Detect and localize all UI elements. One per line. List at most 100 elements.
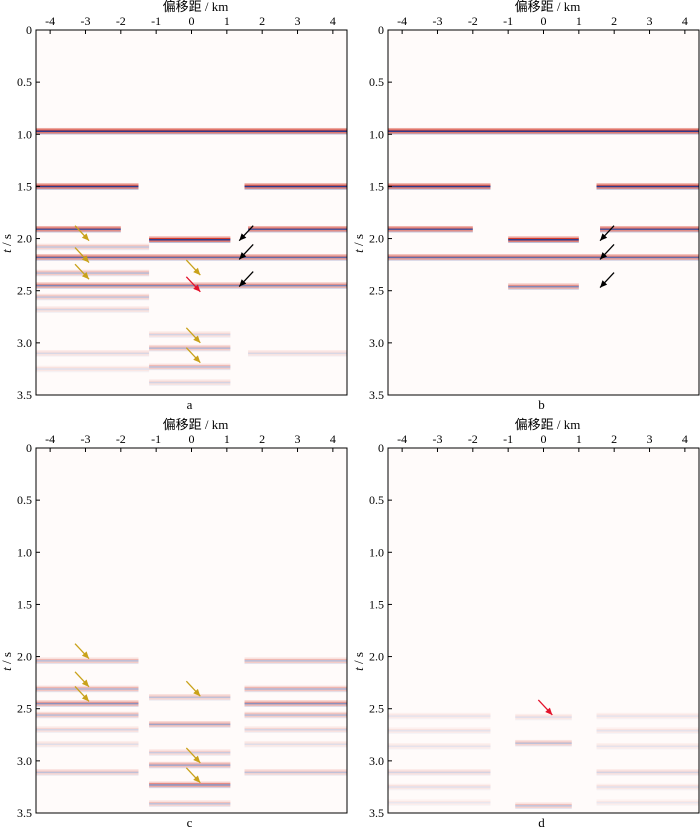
x-tick-label: 2 xyxy=(611,14,617,28)
x-tick-label: 1 xyxy=(576,14,582,28)
y-tick-label: 0.5 xyxy=(17,493,32,507)
reflection-event xyxy=(149,694,231,701)
x-tick-label: 1 xyxy=(224,14,230,28)
reflection-event xyxy=(149,800,231,807)
y-tick-label: 2.0 xyxy=(369,232,384,246)
reflection-event xyxy=(36,685,139,693)
annotation-arrow-olive xyxy=(185,259,201,276)
reflection-event xyxy=(36,711,139,719)
annotation-arrow-red xyxy=(537,699,553,716)
reflection-event xyxy=(508,236,579,243)
reflection-event xyxy=(244,183,347,190)
panel-label: c xyxy=(187,815,193,830)
x-axis-label: 偏移距 / km xyxy=(515,417,581,432)
reflection-event xyxy=(36,183,139,190)
reflection-event xyxy=(36,127,347,135)
x-tick-label: 3 xyxy=(647,14,653,28)
reflection-event xyxy=(596,712,699,720)
reflection-event xyxy=(388,799,491,805)
y-tick-label: 1.5 xyxy=(17,179,32,193)
y-tick-label: 3.5 xyxy=(369,388,384,402)
annotation-arrow-olive xyxy=(185,767,201,784)
reflection-event xyxy=(36,769,139,776)
y-tick-label: 3.0 xyxy=(369,754,384,768)
x-tick-label: 4 xyxy=(330,14,336,28)
annotation-arrow-red xyxy=(185,276,201,293)
annotation-arrow-olive xyxy=(185,747,201,764)
annotation-arrow-black xyxy=(238,271,254,287)
annotation-arrow-black xyxy=(599,272,615,289)
annotation-arrow-olive xyxy=(185,347,201,364)
y-tick-label: 1.5 xyxy=(17,597,32,611)
reflection-event xyxy=(149,749,231,756)
x-axis-label: 偏移距 / km xyxy=(515,0,581,14)
y-axis-label: t / s xyxy=(351,652,366,671)
reflection-event xyxy=(36,740,139,748)
x-tick-label: -1 xyxy=(151,432,161,446)
x-tick-label: -3 xyxy=(80,432,90,446)
plot-background xyxy=(388,30,699,395)
x-tick-label: 1 xyxy=(576,432,582,446)
x-tick-label: 2 xyxy=(259,14,265,28)
reflection-event xyxy=(508,283,579,290)
y-tick-label: 3.5 xyxy=(17,806,32,820)
x-tick-label: -4 xyxy=(397,14,407,28)
reflection-event xyxy=(515,713,572,721)
annotation-arrow-olive xyxy=(74,263,90,280)
panel-label: a xyxy=(187,397,193,412)
reflection-event xyxy=(388,743,491,750)
reflection-event xyxy=(596,783,699,791)
y-tick-label: 1.5 xyxy=(369,179,384,193)
annotation-arrow-olive xyxy=(74,247,90,264)
reflection-event xyxy=(388,712,491,720)
y-tick-label: 2.5 xyxy=(17,702,32,716)
x-tick-label: 3 xyxy=(295,432,301,446)
annotation-arrow-olive xyxy=(74,671,90,688)
reflection-event xyxy=(596,743,699,750)
y-axis-label: t / s xyxy=(351,234,366,253)
x-tick-label: -1 xyxy=(151,14,161,28)
reflection-event xyxy=(244,726,347,733)
y-tick-label: 2.5 xyxy=(17,284,32,298)
annotation-arrow-black xyxy=(238,243,254,260)
x-tick-label: -1 xyxy=(503,14,513,28)
reflection-event xyxy=(244,700,347,707)
reflection-event xyxy=(248,225,347,233)
reflection-event xyxy=(244,740,347,748)
x-tick-label: 0 xyxy=(189,432,195,446)
reflection-event xyxy=(596,727,699,734)
reflection-event xyxy=(388,225,473,233)
reflection-event xyxy=(248,350,347,357)
y-tick-label: 3.0 xyxy=(17,336,32,350)
reflection-event xyxy=(36,365,150,373)
annotation-arrow-black xyxy=(599,225,615,242)
y-tick-label: 0 xyxy=(26,23,32,37)
x-tick-label: 4 xyxy=(682,432,688,446)
reflection-event xyxy=(36,293,150,301)
y-tick-label: 2.0 xyxy=(17,232,32,246)
x-tick-label: -2 xyxy=(468,14,478,28)
reflection-event xyxy=(244,711,347,719)
annotation-arrow-black xyxy=(238,225,254,242)
reflection-event xyxy=(388,783,491,791)
y-tick-label: 0 xyxy=(26,441,32,455)
reflection-event xyxy=(388,254,699,261)
x-tick-label: 4 xyxy=(330,432,336,446)
reflection-event xyxy=(36,700,139,707)
x-tick-label: -2 xyxy=(116,14,126,28)
y-tick-label: 3.0 xyxy=(369,336,384,350)
x-tick-label: -2 xyxy=(468,432,478,446)
y-tick-label: 2.5 xyxy=(369,284,384,298)
x-tick-label: -4 xyxy=(45,14,55,28)
reflection-event xyxy=(244,657,347,665)
reflection-event xyxy=(596,799,699,805)
reflection-event xyxy=(36,726,139,733)
x-tick-label: 0 xyxy=(541,432,547,446)
reflection-event xyxy=(388,727,491,734)
y-tick-label: 2.5 xyxy=(369,702,384,716)
reflection-event xyxy=(149,236,231,243)
y-tick-label: 1.0 xyxy=(369,545,384,559)
